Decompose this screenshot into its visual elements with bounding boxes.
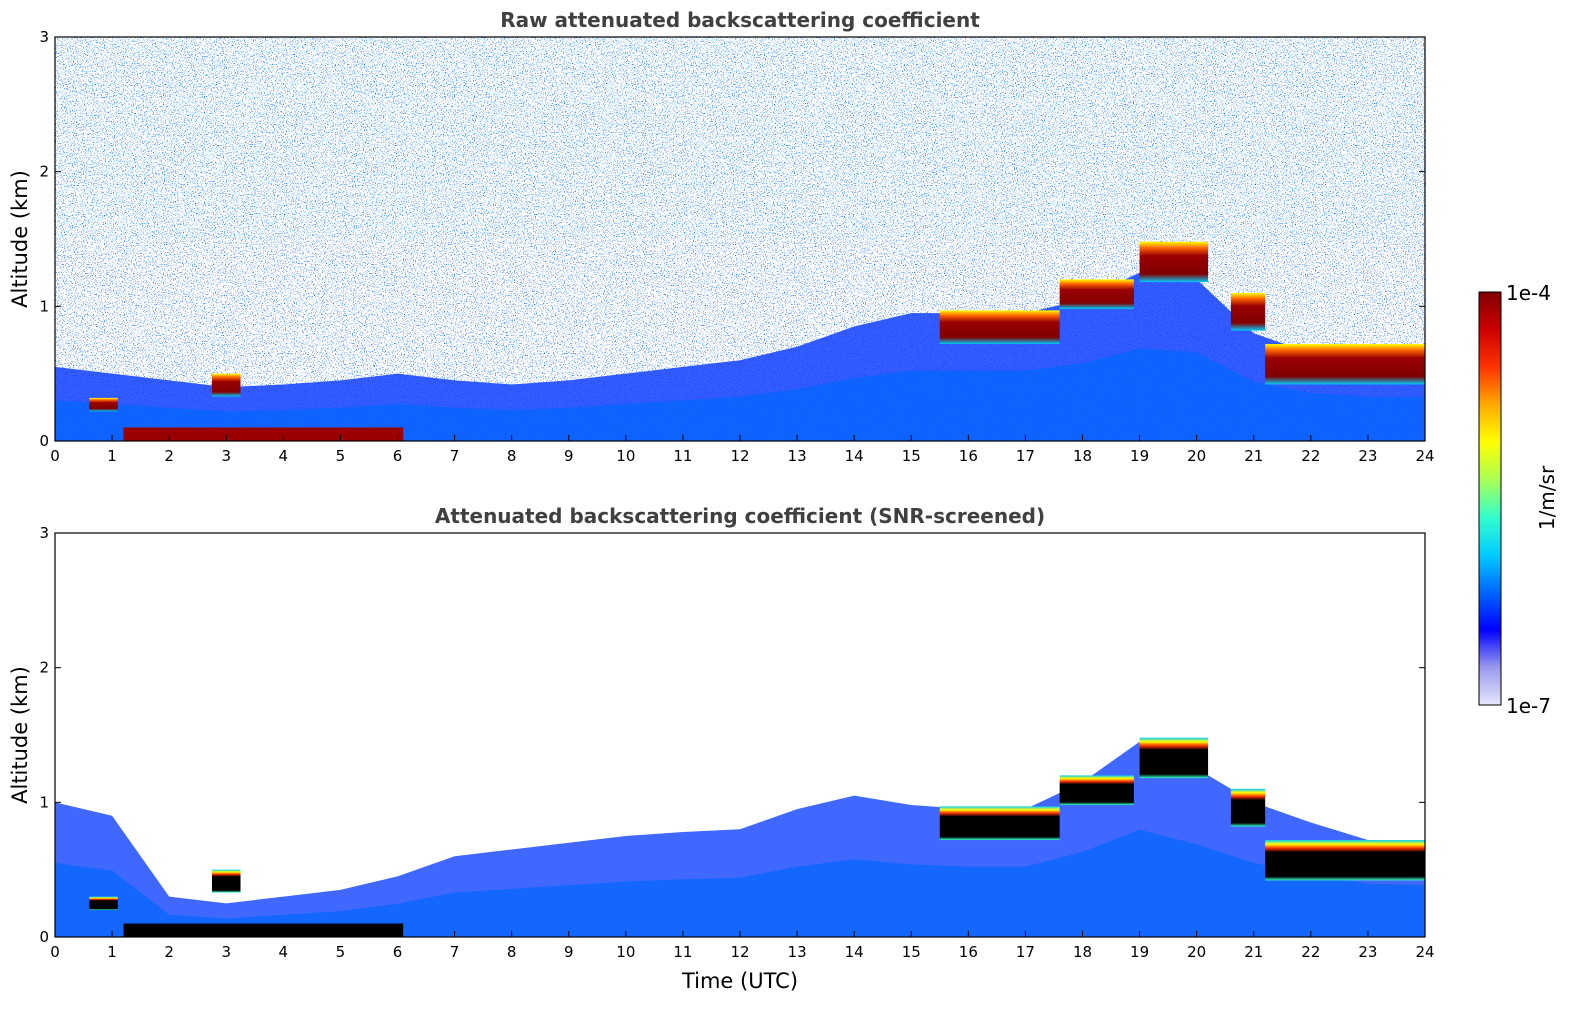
y-tick-label: 3 [39, 28, 49, 46]
top-panel-title: Raw attenuated backscattering coefficien… [500, 8, 980, 32]
x-tick-label: 16 [959, 943, 978, 961]
x-tick-label: 3 [221, 447, 231, 465]
x-tick-label: 2 [164, 447, 174, 465]
x-tick-label: 7 [450, 943, 460, 961]
x-tick-label: 5 [336, 447, 346, 465]
cloud-segment-1 [211, 373, 241, 397]
x-tick-label: 11 [673, 447, 692, 465]
x-tick-label: 20 [1187, 447, 1206, 465]
boundary-layer-core [55, 348, 1425, 441]
top-plot-area [55, 37, 1425, 441]
cloud-segment-3 [1059, 279, 1134, 310]
x-tick-label: 0 [50, 943, 60, 961]
y-tick-label: 1 [39, 793, 49, 811]
y-tick-label: 2 [39, 163, 49, 181]
cloud-segment-3 [1059, 775, 1134, 806]
cloud-segment-2 [939, 806, 1060, 841]
colorbar-gradient [1478, 291, 1502, 706]
x-tick-label: 13 [788, 447, 807, 465]
y-tick-label: 1 [39, 297, 49, 315]
x-tick-label: 6 [393, 943, 403, 961]
bottom-plot-area [55, 737, 1425, 937]
x-tick-label: 24 [1415, 447, 1434, 465]
y-tick-label: 3 [39, 524, 49, 542]
x-tick-label: 14 [845, 447, 864, 465]
x-tick-label: 22 [1301, 943, 1320, 961]
x-tick-label: 4 [279, 447, 289, 465]
cloud-segment-6 [1265, 840, 1425, 881]
x-tick-label: 8 [507, 943, 517, 961]
x-tick-label: 1 [107, 943, 117, 961]
cloud-segment-4 [1139, 241, 1209, 283]
x-tick-label: 24 [1415, 943, 1434, 961]
x-tick-label: 4 [279, 943, 289, 961]
cloud-segment-4 [1139, 737, 1209, 779]
surface-layer [123, 427, 404, 441]
y-tick-label: 2 [39, 659, 49, 677]
x-tick-label: 23 [1358, 943, 1377, 961]
x-tick-label: 9 [564, 943, 574, 961]
x-tick-label: 11 [673, 943, 692, 961]
x-tick-label: 9 [564, 447, 574, 465]
bottom-axis-ticks: 0 1 2 3 4 5 6 7 8 9 10 11 12 13 14 15 16 17 18 19 20 21 22 23 24… [39, 524, 1434, 961]
cloud-segment-1 [211, 869, 241, 893]
x-tick-label: 20 [1187, 943, 1206, 961]
x-tick-label: 21 [1244, 943, 1263, 961]
colorbar-unit-label: 1/m/sr [1535, 465, 1559, 530]
x-tick-label: 17 [1016, 943, 1035, 961]
x-tick-label: 17 [1016, 447, 1035, 465]
x-tick-label: 23 [1358, 447, 1377, 465]
boundary-layer-core [55, 829, 1425, 937]
top-y-axis-label: Altitude (km) [8, 170, 32, 308]
x-tick-label: 18 [1073, 447, 1092, 465]
bottom-panel: Attenuated backscattering coefficient (S… [8, 504, 1435, 993]
colorbar-min-label: 1e-7 [1506, 694, 1551, 718]
x-tick-label: 10 [616, 447, 635, 465]
cloud-segment-0 [89, 397, 118, 412]
cloud-segment-6 [1265, 344, 1425, 385]
y-tick-label: 0 [39, 928, 49, 946]
x-tick-label: 8 [507, 447, 517, 465]
x-axis-label: Time (UTC) [681, 969, 798, 993]
top-axis-ticks: 0 1 2 3 4 5 6 7 8 9 10 11 12 13 14 15 16 17 18 19 20 21 22 23 24… [39, 28, 1434, 465]
x-tick-label: 12 [730, 943, 749, 961]
x-tick-label: 18 [1073, 943, 1092, 961]
cloud-segment-5 [1230, 292, 1266, 331]
x-tick-label: 21 [1244, 447, 1263, 465]
x-tick-label: 7 [450, 447, 460, 465]
x-tick-label: 3 [221, 943, 231, 961]
bottom-y-axis-label: Altitude (km) [8, 666, 32, 804]
x-tick-label: 22 [1301, 447, 1320, 465]
x-tick-label: 16 [959, 447, 978, 465]
bottom-panel-title: Attenuated backscattering coefficient (S… [435, 504, 1045, 528]
x-tick-label: 12 [730, 447, 749, 465]
cloud-segment-2 [939, 310, 1060, 345]
cloud-segment-5 [1230, 788, 1266, 827]
colorbar: 1e-4 1e-7 1/m/sr [1478, 281, 1559, 718]
x-tick-label: 14 [845, 943, 864, 961]
surface-layer [123, 923, 404, 937]
x-tick-label: 19 [1130, 943, 1149, 961]
x-tick-label: 6 [393, 447, 403, 465]
noise-field-upper [55, 37, 1425, 239]
x-tick-label: 15 [902, 943, 921, 961]
x-tick-label: 0 [50, 447, 60, 465]
x-tick-label: 19 [1130, 447, 1149, 465]
top-panel: Raw attenuated backscattering coefficien… [8, 8, 1435, 465]
colorbar-max-label: 1e-4 [1506, 281, 1551, 305]
x-tick-label: 5 [336, 943, 346, 961]
y-tick-label: 0 [39, 432, 49, 450]
x-tick-label: 15 [902, 447, 921, 465]
x-tick-label: 10 [616, 943, 635, 961]
x-tick-label: 1 [107, 447, 117, 465]
x-tick-label: 13 [788, 943, 807, 961]
cloud-segment-0 [89, 896, 118, 911]
x-tick-label: 2 [164, 943, 174, 961]
